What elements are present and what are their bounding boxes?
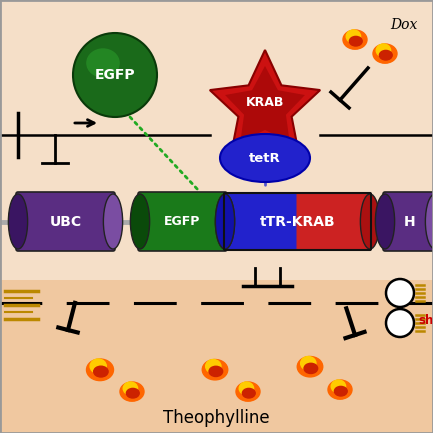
Ellipse shape bbox=[349, 36, 362, 46]
Ellipse shape bbox=[126, 388, 139, 398]
Bar bbox=[0, 0, 433, 280]
Circle shape bbox=[386, 279, 414, 307]
Ellipse shape bbox=[376, 44, 391, 57]
Ellipse shape bbox=[206, 359, 221, 373]
Text: EGFP: EGFP bbox=[95, 68, 135, 82]
Ellipse shape bbox=[343, 30, 367, 49]
Ellipse shape bbox=[73, 33, 157, 117]
Ellipse shape bbox=[242, 388, 255, 398]
Ellipse shape bbox=[334, 386, 347, 396]
Bar bbox=[0, 280, 433, 433]
FancyBboxPatch shape bbox=[297, 193, 371, 250]
Ellipse shape bbox=[90, 359, 106, 373]
Ellipse shape bbox=[331, 380, 346, 393]
Ellipse shape bbox=[304, 363, 318, 374]
Polygon shape bbox=[225, 66, 305, 142]
Ellipse shape bbox=[373, 44, 397, 63]
Ellipse shape bbox=[360, 194, 380, 249]
Ellipse shape bbox=[209, 366, 223, 377]
Text: Dox: Dox bbox=[390, 18, 417, 32]
Text: UBC: UBC bbox=[49, 214, 81, 229]
Polygon shape bbox=[210, 50, 320, 155]
Ellipse shape bbox=[239, 382, 254, 395]
Ellipse shape bbox=[379, 50, 392, 60]
Ellipse shape bbox=[297, 356, 323, 377]
Ellipse shape bbox=[94, 366, 108, 377]
Ellipse shape bbox=[120, 382, 144, 401]
Text: shR: shR bbox=[418, 314, 433, 327]
Text: tetR: tetR bbox=[249, 152, 281, 165]
Circle shape bbox=[386, 309, 414, 337]
Ellipse shape bbox=[130, 194, 150, 249]
Ellipse shape bbox=[375, 194, 394, 249]
Text: Theophylline: Theophylline bbox=[163, 409, 269, 427]
Ellipse shape bbox=[87, 359, 113, 381]
Ellipse shape bbox=[236, 382, 260, 401]
FancyBboxPatch shape bbox=[16, 192, 115, 251]
Ellipse shape bbox=[215, 194, 235, 249]
Ellipse shape bbox=[346, 30, 361, 43]
Ellipse shape bbox=[103, 194, 123, 249]
Ellipse shape bbox=[328, 380, 352, 399]
Ellipse shape bbox=[425, 194, 433, 249]
Ellipse shape bbox=[123, 382, 138, 395]
Ellipse shape bbox=[215, 194, 235, 249]
Text: tTR-KRAB: tTR-KRAB bbox=[260, 214, 335, 229]
Text: EGFP: EGFP bbox=[164, 215, 200, 228]
FancyBboxPatch shape bbox=[224, 193, 298, 250]
Text: KRAB: KRAB bbox=[246, 97, 284, 110]
Ellipse shape bbox=[86, 48, 120, 78]
FancyBboxPatch shape bbox=[138, 192, 227, 251]
Ellipse shape bbox=[8, 194, 28, 249]
Ellipse shape bbox=[202, 359, 228, 380]
Ellipse shape bbox=[301, 356, 316, 370]
Ellipse shape bbox=[220, 134, 310, 182]
Text: H: H bbox=[404, 214, 416, 229]
FancyBboxPatch shape bbox=[383, 192, 433, 251]
